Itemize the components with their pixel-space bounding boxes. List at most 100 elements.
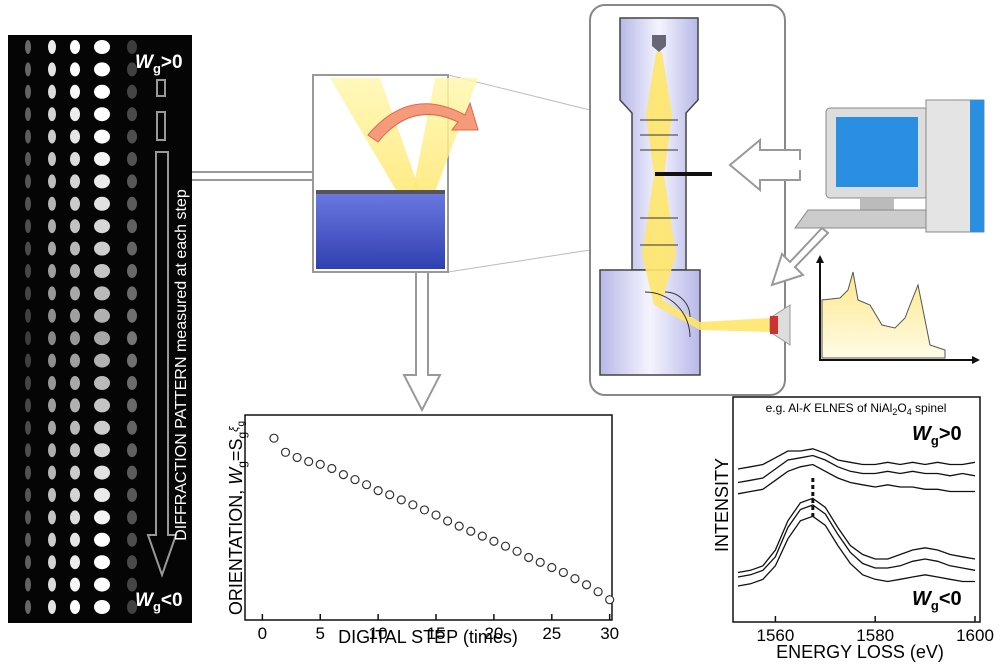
data-point [409, 501, 417, 509]
diffraction-spot [48, 555, 56, 569]
diffraction-spot [25, 107, 31, 121]
diffraction-spot [127, 398, 137, 412]
diffraction-spot [25, 331, 31, 345]
diffraction-spot [70, 331, 80, 345]
diffraction-spot [48, 197, 56, 211]
diffraction-spot [70, 354, 80, 368]
diffraction-spot [25, 443, 31, 457]
diffraction-spot [127, 354, 137, 368]
diffraction-spot [25, 533, 31, 547]
tower-side [970, 100, 984, 232]
crystal-surface [316, 190, 445, 194]
elnes-chart: e.g. Al-K ELNES of NiAl2O4 spinel Wg>0 W… [712, 397, 994, 662]
connector [192, 172, 313, 180]
diffraction-spot [70, 85, 80, 99]
diffraction-spot [70, 286, 80, 300]
diffraction-spot [48, 62, 56, 76]
diffraction-spot [94, 174, 110, 188]
diffraction-spot [25, 286, 31, 300]
diffraction-spot [127, 152, 137, 166]
diffraction-spot [25, 219, 31, 233]
diffraction-spot [70, 488, 80, 502]
diffraction-spot [127, 443, 137, 457]
data-point [444, 517, 452, 525]
diffraction-spot [25, 600, 31, 614]
diffraction-spot [70, 197, 80, 211]
screen [836, 117, 918, 187]
diffraction-spot [94, 533, 110, 547]
diffraction-spot [94, 376, 110, 390]
data-point [374, 487, 382, 495]
diffraction-spot [25, 398, 31, 412]
x-tick-label: 1600 [956, 626, 994, 645]
x-axis-label: ENERGY LOSS (eV) [776, 642, 944, 662]
diffraction-spot [94, 197, 110, 211]
diffraction-spot [25, 510, 31, 524]
diffraction-spot [127, 264, 137, 278]
data-point [282, 448, 290, 456]
x-tick-label: 25 [542, 624, 561, 643]
diffraction-spot [94, 488, 110, 502]
diffraction-spot [127, 309, 137, 323]
diffraction-spot [94, 219, 110, 233]
y-axis-label: ORIENTATION, Wg=Sgξg [226, 421, 249, 615]
diffraction-spot [94, 600, 110, 614]
x-tick-label: 10 [369, 624, 388, 643]
diffraction-spot [127, 286, 137, 300]
orientation-chart: DIGITAL STEP (times) ORIENTATION, Wg=Sgξ… [226, 415, 619, 647]
y-axis-label: INTENSITY [712, 458, 732, 552]
diffraction-spot [127, 533, 137, 547]
diffraction-spot [94, 40, 110, 54]
strip-side-label: DIFFRACTION PATTERN measured at each ste… [173, 189, 190, 541]
inset-spectrum [822, 272, 945, 358]
x-tick-label: 1580 [856, 626, 894, 645]
diffraction-spot [48, 264, 56, 278]
diffraction-spot [48, 600, 56, 614]
ccd [770, 316, 778, 334]
x-tick-label: 0 [258, 624, 267, 643]
diffraction-spot [48, 174, 56, 188]
diffraction-spot [25, 242, 31, 256]
diffraction-spot [127, 488, 137, 502]
data-point [594, 588, 602, 596]
down-arrow [404, 272, 440, 410]
diffraction-spot [48, 40, 56, 54]
diffraction-spot [25, 264, 31, 278]
data-point [513, 547, 521, 555]
diffraction-spot [70, 533, 80, 547]
diffraction-spot [48, 443, 56, 457]
diffraction-spot [70, 174, 80, 188]
diffraction-spot [94, 443, 110, 457]
diffraction-spot [70, 40, 80, 54]
data-point [559, 568, 567, 576]
diffraction-spot [94, 286, 110, 300]
diffraction-spot [94, 466, 110, 480]
data-point [478, 532, 486, 540]
diffraction-spot [48, 376, 56, 390]
annotation: e.g. Al-K ELNES of NiAl2O4 spinel [766, 401, 947, 417]
data-point [339, 471, 347, 479]
diffraction-spot [94, 421, 110, 435]
diffraction-spot [70, 219, 80, 233]
diffraction-spot [127, 376, 137, 390]
diffraction-spot [48, 85, 56, 99]
diffraction-spot [48, 533, 56, 547]
diffraction-spot [48, 466, 56, 480]
diffraction-spot [94, 62, 110, 76]
data-point [501, 542, 509, 550]
diffraction-spot [48, 309, 56, 323]
diffraction-spot [48, 354, 56, 368]
diffraction-spot [94, 242, 110, 256]
data-point [397, 496, 405, 504]
diffraction-spot [25, 376, 31, 390]
keyboard [795, 210, 948, 228]
diffraction-spot [127, 421, 137, 435]
diffraction-spot [48, 107, 56, 121]
diffraction-spot [127, 130, 137, 144]
diffraction-spot [127, 107, 137, 121]
diffraction-spot [25, 466, 31, 480]
diffraction-spot [25, 174, 31, 188]
data-point [363, 481, 371, 489]
diffraction-spot [25, 421, 31, 435]
diffraction-spot [94, 398, 110, 412]
